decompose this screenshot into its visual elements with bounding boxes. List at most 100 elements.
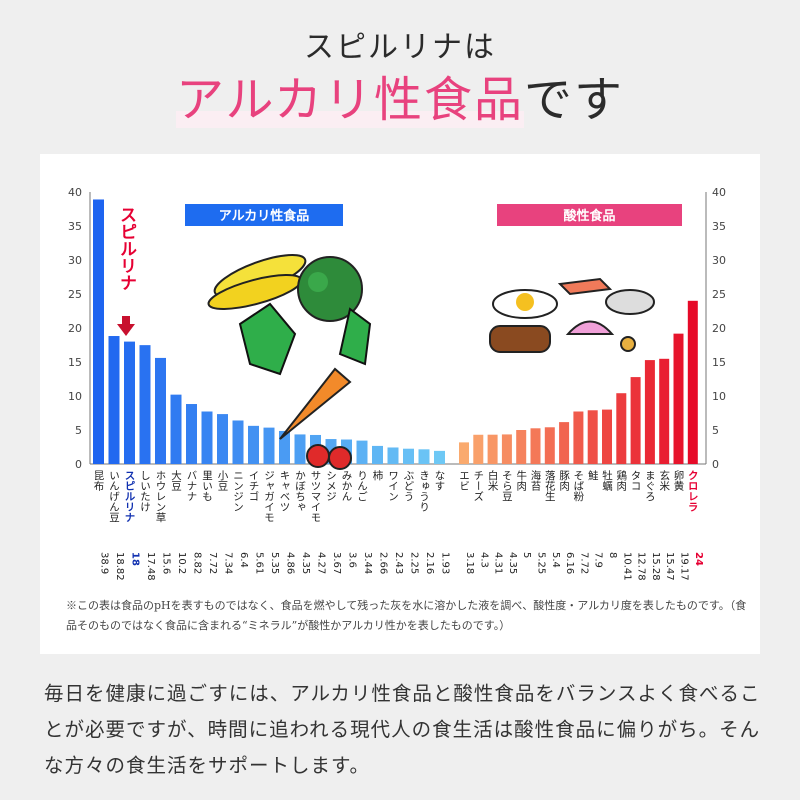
bar — [501, 434, 512, 464]
bar — [559, 422, 570, 464]
bar — [616, 393, 627, 464]
chart-footnote: ※この表は食品のpHを表すものではなく、食品を燃やして残った灰を水に溶かした液を… — [66, 599, 747, 632]
value-label: 8.82 — [192, 552, 203, 574]
value-label: 2.43 — [393, 552, 404, 574]
heading-highlight: アルカリ性食品 — [175, 72, 525, 128]
y-tick-label-left: 25 — [68, 288, 82, 301]
bar — [418, 449, 430, 464]
category-label: 豚肉 — [558, 470, 570, 491]
bar — [516, 430, 527, 464]
value-label: 4.27 — [316, 552, 327, 574]
y-tick-label-left: 40 — [68, 186, 82, 199]
value-label: 5.35 — [269, 552, 280, 574]
meat-fish-illustration — [489, 277, 655, 353]
category-label: サツマイモ — [310, 470, 322, 523]
value-label: 15.6 — [161, 552, 172, 574]
category-label: 玄米 — [658, 469, 670, 492]
bar — [294, 434, 306, 464]
category-label: 牡蠣 — [601, 469, 613, 492]
body-paragraph: 毎日を健康に過ごすには、アルカリ性食品と酸性食品をバランスよく食べることが必要で… — [44, 682, 761, 777]
bar — [434, 450, 445, 464]
bar — [279, 430, 290, 464]
category-label: まぐろ — [644, 470, 656, 502]
y-tick-label-right: 35 — [712, 220, 726, 233]
value-label: 10.2 — [176, 552, 187, 574]
bar — [186, 404, 197, 464]
category-label: 牛肉 — [515, 469, 527, 491]
value-label: 10.41 — [621, 552, 632, 581]
spirulina-annotation: スピルリナ — [116, 206, 137, 291]
category-label: そば粉 — [572, 470, 584, 502]
category-label: バナナ — [186, 470, 198, 502]
category-label: 柿 — [372, 469, 384, 481]
value-label: 3.44 — [362, 552, 373, 574]
value-label: 38.9 — [99, 552, 110, 574]
bar — [644, 360, 655, 464]
category-label: シメジ — [325, 470, 337, 502]
down-arrow-icon — [117, 316, 135, 336]
value-label: 2.16 — [424, 552, 435, 574]
category-label: いんげん豆 — [108, 470, 120, 523]
category-label: 鮭 — [587, 469, 599, 481]
value-label: 6.16 — [564, 552, 575, 574]
value-label: 4.3 — [478, 552, 489, 568]
bar — [155, 357, 166, 464]
legend-label: アルカリ性食品 — [219, 208, 309, 224]
value-label: 3.18 — [464, 552, 475, 574]
bar — [403, 448, 414, 464]
legend-banner — [185, 204, 343, 226]
bar — [459, 442, 469, 464]
y-tick-label-left: 10 — [68, 390, 82, 403]
y-tick-label-left: 35 — [68, 220, 82, 233]
y-tick-label-right: 30 — [712, 254, 726, 267]
category-label: ワイン — [387, 470, 399, 502]
y-tick-label-left: 15 — [68, 356, 82, 369]
bar — [372, 445, 383, 464]
bar — [139, 345, 151, 464]
category-label: 落花生 — [544, 470, 556, 502]
category-label: 卵黄 — [673, 470, 685, 492]
value-label: 7.72 — [578, 552, 589, 574]
y-tick-label-right: 10 — [712, 390, 726, 403]
value-label: 3.6 — [347, 552, 358, 568]
category-label: クロレラ — [687, 470, 699, 512]
bar — [687, 300, 698, 464]
category-label: そら豆 — [501, 470, 513, 502]
value-label: 4.31 — [493, 552, 504, 574]
value-label: 5.25 — [536, 552, 547, 574]
value-label: 15.28 — [650, 552, 661, 581]
bar — [659, 358, 670, 464]
category-label: みかん — [341, 470, 353, 502]
category-label: タコ — [630, 470, 642, 491]
legend-banner — [497, 204, 682, 226]
value-label: 19.17 — [679, 552, 690, 581]
bar — [387, 447, 399, 464]
bar — [108, 336, 120, 464]
value-label: 7.34 — [223, 552, 234, 574]
category-label: スピルリナ — [124, 470, 136, 523]
bar — [124, 341, 135, 464]
heading-subtitle: スピルリナは — [304, 30, 496, 65]
category-label: 小豆 — [217, 470, 229, 491]
value-label: 8 — [607, 552, 618, 558]
value-label: 4.86 — [285, 552, 296, 574]
bar — [248, 425, 259, 464]
y-tick-label-left: 30 — [68, 254, 82, 267]
bar — [263, 427, 275, 464]
bar — [217, 414, 228, 464]
category-label: チーズ — [472, 470, 484, 502]
y-tick-label-right: 0 — [712, 458, 719, 471]
value-label: 5.61 — [254, 552, 265, 574]
value-label: 2.66 — [378, 552, 389, 574]
value-label: 1.93 — [440, 552, 451, 574]
bar — [630, 377, 641, 464]
heading-main: アルカリ性食品です — [0, 60, 800, 130]
value-label: 6.4 — [238, 552, 249, 568]
bar — [93, 199, 104, 465]
value-label: 24 — [693, 552, 704, 566]
bar — [201, 411, 213, 464]
category-label: 白米 — [487, 469, 499, 492]
bar — [602, 409, 612, 464]
y-tick-label-right: 25 — [712, 288, 726, 301]
value-label: 5 — [521, 552, 532, 558]
